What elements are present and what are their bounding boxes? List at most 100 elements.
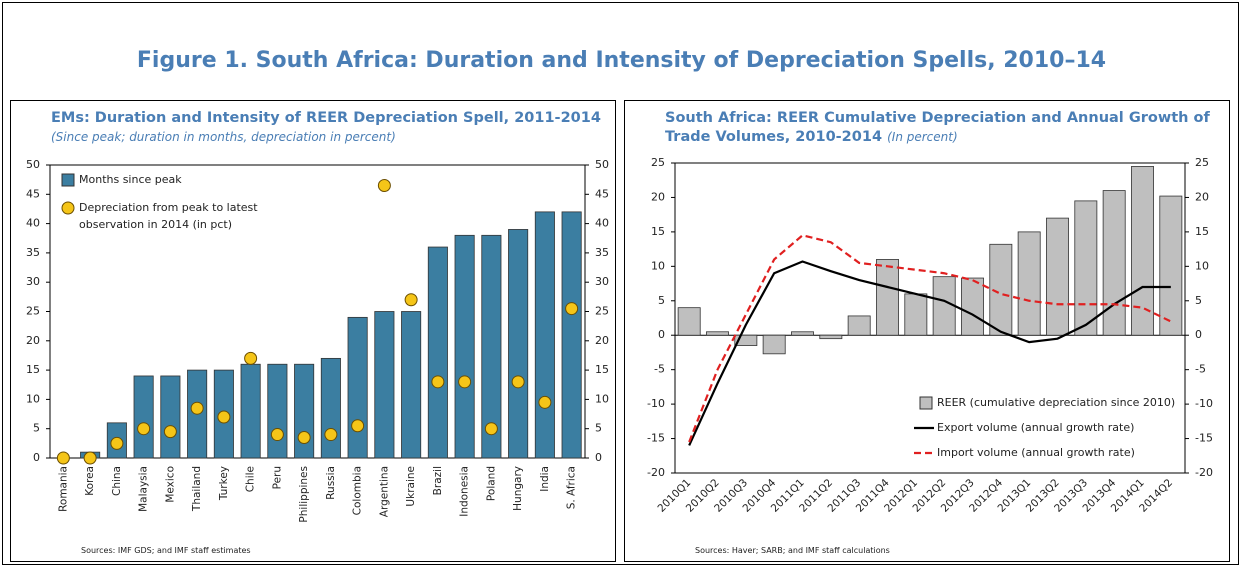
y2-tick-label: 5 (595, 422, 602, 435)
y2-tick-label: 0 (595, 451, 602, 464)
line (688, 260, 1171, 446)
y-tick-label: 10 (26, 392, 40, 405)
dot (351, 419, 365, 433)
source-note: Sources: Haver; SARB; and IMF staff calc… (695, 546, 890, 555)
dot (404, 293, 418, 307)
bar (454, 234, 475, 459)
legend-label-box: Import volume (annual growth rate) (937, 446, 1135, 459)
y2-tick-label: 0 (1195, 328, 1202, 341)
y-tick-label: 25 (26, 305, 40, 318)
dot (511, 375, 525, 389)
x-tick-label: Mexico (164, 466, 176, 503)
bar (1159, 195, 1183, 336)
x-tick-label: Peru (271, 466, 283, 489)
x-tick-label: China (111, 466, 123, 496)
dot (538, 395, 552, 409)
bar (1131, 166, 1154, 336)
panel-subtitle: (Since peak; duration in months, depreci… (51, 130, 396, 144)
bar (320, 357, 341, 459)
y-tick-label: 30 (26, 275, 40, 288)
y-tick-label: 20 (651, 190, 665, 203)
bar (819, 334, 843, 340)
dot (190, 401, 204, 415)
x-tick-label: Malaysia (138, 466, 150, 512)
y2-tick-label: 20 (595, 334, 609, 347)
bar (374, 311, 395, 459)
bar (904, 293, 928, 336)
x-tick-label: Romania (57, 466, 69, 512)
y2-tick-label: 15 (1195, 225, 1209, 238)
bar (401, 311, 422, 459)
panel: EMs: Duration and Intensity of REER Depr… (10, 100, 616, 562)
y2-tick-label: 25 (595, 305, 609, 318)
y-tick-label: 10 (651, 259, 665, 272)
panel-subtitle: (In percent) (887, 130, 958, 144)
legend-label-box: Depreciation from peak to latest observa… (79, 201, 258, 231)
bar (427, 246, 448, 459)
legend-label: Export volume (annual growth rate) (937, 421, 1135, 434)
x-tick-label: Brazil (432, 466, 444, 495)
panel-title-block: South Africa: REER Cumulative Depreciati… (665, 109, 1225, 147)
dot (163, 425, 177, 439)
bar (847, 315, 871, 336)
legend-label-box: REER (cumulative depreciation since 2010… (937, 396, 1176, 409)
x-tick-label: Korea (84, 466, 96, 496)
x-tick-label: Argentina (378, 466, 390, 517)
bar (1046, 217, 1069, 336)
y2-tick-label: 45 (595, 187, 609, 200)
dot (110, 436, 124, 450)
dot (56, 451, 70, 465)
bar (677, 307, 701, 336)
y2-tick-label: 5 (1195, 294, 1202, 307)
panel-title-block: EMs: Duration and Intensity of REER Depr… (51, 109, 611, 147)
y-tick-label: 5 (658, 294, 665, 307)
panel-title: South Africa: REER Cumulative Depreciati… (665, 110, 1210, 145)
dot (565, 302, 579, 316)
x-tick-label: Poland (485, 466, 497, 501)
plot-frame (674, 162, 1186, 474)
legend-label: REER (cumulative depreciation since 2010… (937, 396, 1176, 409)
dot (244, 351, 258, 365)
y-tick-label: 45 (26, 187, 40, 200)
bar (734, 334, 758, 346)
x-tick-label: Philippines (298, 466, 310, 523)
y2-tick-label: 35 (595, 246, 609, 259)
y2-tick-label: 15 (595, 363, 609, 376)
dot (217, 410, 231, 424)
y-tick-label: -20 (647, 466, 665, 479)
x-tick-label: Ukraine (405, 466, 417, 507)
x-tick-label: Chile (245, 466, 257, 492)
legend-label-box: Export volume (annual growth rate) (937, 421, 1135, 434)
y-tick-label: -10 (647, 397, 665, 410)
bar (267, 363, 288, 459)
y2-tick-label: 40 (595, 217, 609, 230)
legend-swatch (919, 396, 933, 410)
bar (1102, 190, 1126, 336)
bar (791, 331, 814, 336)
bar (534, 211, 555, 459)
y-tick-label: 50 (26, 158, 40, 171)
bar (561, 211, 582, 459)
y-tick-label: 40 (26, 217, 40, 230)
y-tick-label: 15 (26, 363, 40, 376)
y-tick-label: 25 (651, 156, 665, 169)
dot (324, 428, 338, 442)
bar (1017, 231, 1041, 336)
y-tick-label: 15 (651, 225, 665, 238)
bar (160, 375, 181, 459)
x-tick-label: Colombia (352, 466, 364, 515)
bar (240, 363, 261, 459)
y2-tick-label: 50 (595, 158, 609, 171)
bar (508, 229, 529, 459)
dot (137, 422, 151, 436)
bar (762, 334, 786, 355)
y-tick-label: -15 (647, 432, 665, 445)
source-note: Sources: IMF GDS; and IMF staff estimate… (81, 546, 251, 555)
x-tick-label: Thailand (191, 466, 203, 512)
x-tick-label: India (539, 466, 551, 492)
dot (297, 430, 311, 444)
bar (706, 331, 729, 336)
